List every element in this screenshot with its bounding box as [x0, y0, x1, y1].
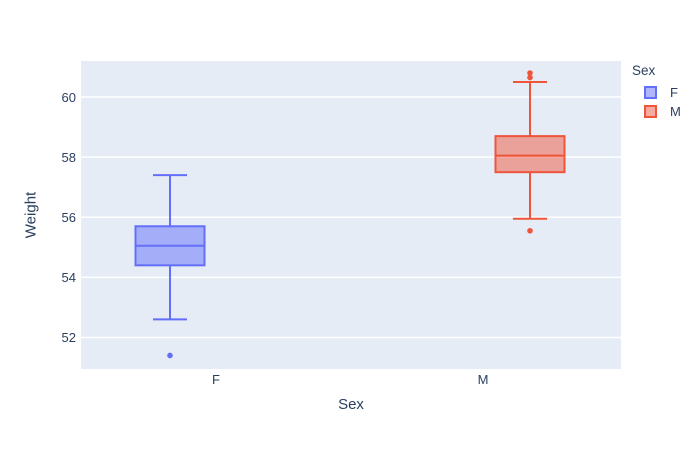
legend-item-M[interactable]: M: [644, 102, 681, 121]
x-axis-title: Sex: [338, 396, 364, 413]
legend-item-label: M: [670, 104, 681, 119]
legend-title: Sex: [632, 63, 656, 78]
legend-swatch-icon: [644, 105, 657, 118]
legend-swatch-icon: [644, 86, 657, 99]
y-tick-label: 56: [61, 209, 76, 225]
x-tick-label-M: M: [477, 372, 489, 387]
outlier-point-M[interactable]: [527, 70, 533, 76]
box-M[interactable]: [494, 135, 566, 174]
plot-area[interactable]: [81, 61, 621, 369]
y-tick-label: 54: [61, 269, 76, 285]
outlier-point-M[interactable]: [527, 74, 533, 81]
y-tick-label: 58: [61, 149, 76, 165]
y-tick-label: 60: [61, 89, 76, 105]
legend-item-label: F: [670, 85, 678, 100]
plot-canvas: [81, 70, 621, 359]
y-tick-label: 52: [61, 329, 76, 345]
outlier-point-M[interactable]: [527, 227, 533, 234]
x-tick-label-F: F: [212, 372, 220, 387]
legend-item-F[interactable]: F: [644, 83, 681, 102]
outlier-point-F[interactable]: [167, 352, 173, 359]
